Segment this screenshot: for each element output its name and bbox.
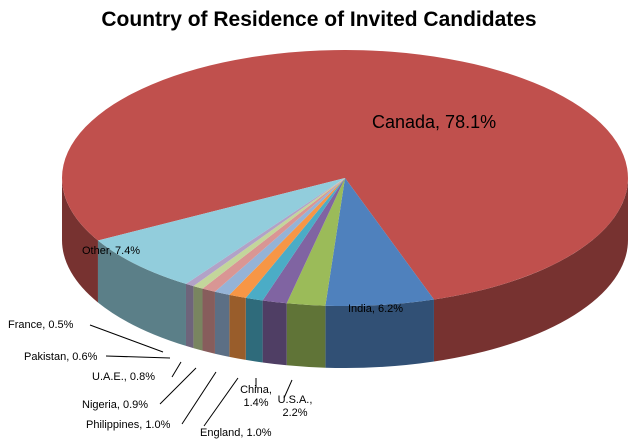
leader-line-uae [171, 361, 182, 378]
pie-side-uae [202, 288, 215, 354]
data-label-usa: U.S.A., 2.2% [278, 394, 313, 419]
pie-slice-france [185, 178, 345, 287]
pie-slice-canada [62, 49, 629, 300]
pie-side-other [97, 240, 186, 346]
leader-line-pakistan [105, 355, 171, 359]
data-label-france: France, 0.5% [8, 319, 74, 331]
leader-line-philippines [181, 371, 217, 425]
data-label-nigeria: Nigeria, 0.9% [82, 399, 148, 411]
data-label-pakistan: Pakistan, 0.6% [24, 351, 98, 363]
pie-slice-uae [202, 178, 345, 292]
leader-line-england [203, 377, 239, 427]
pie-side-canada [62, 178, 98, 303]
leader-line-france [89, 324, 164, 353]
pie-slice-usa [286, 178, 345, 306]
pie-slice-other [97, 178, 346, 284]
pie-slice-philippines [229, 178, 345, 298]
pie-side-england [245, 297, 263, 363]
pie-slice-england [245, 178, 345, 301]
data-label-philippines: Philippines, 1.0% [86, 419, 171, 431]
leader-line-usa [283, 379, 293, 399]
pie-side-pakistan [193, 286, 203, 351]
data-label-china: China, 1.4% [240, 384, 272, 409]
pie-side-china [262, 300, 287, 366]
pie-slice-nigeria [214, 178, 345, 295]
pie-side-nigeria [214, 291, 230, 357]
data-label-other: Other, 7.4% [82, 245, 140, 257]
pie-side-canada [433, 178, 628, 362]
pie-slice-pakistan [193, 178, 345, 289]
data-label-england: England, 1.0% [200, 427, 272, 439]
data-label-uae: U.A.E., 0.8% [92, 371, 155, 383]
pie-side-philippines [229, 294, 246, 360]
data-label-canada: Canada, 78.1% [372, 112, 496, 132]
pie-slice-china [262, 178, 345, 304]
leader-line-nigeria [159, 367, 197, 405]
chart-title: Country of Residence of Invited Candidat… [101, 8, 537, 31]
pie-side-usa [286, 303, 326, 368]
pie-side-france [185, 283, 194, 349]
pie-side-india [325, 299, 434, 368]
pie-slice-india [325, 178, 434, 307]
data-label-india: India, 6.2% [348, 303, 403, 315]
